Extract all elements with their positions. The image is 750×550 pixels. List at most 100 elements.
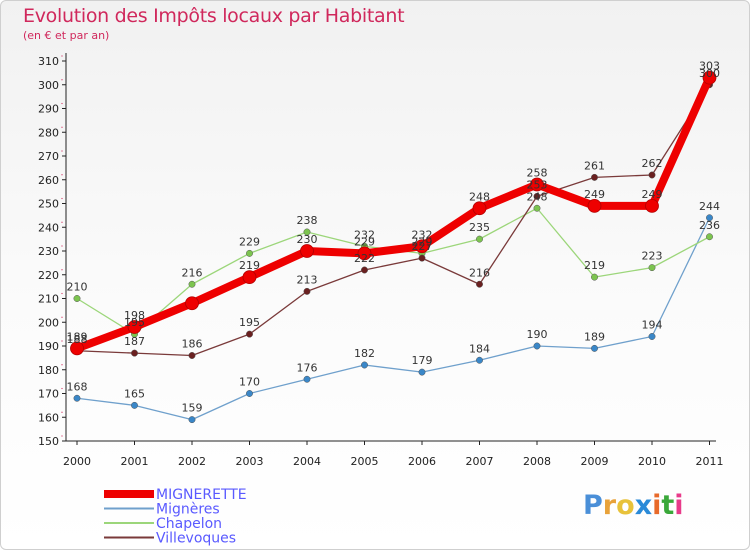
data-point [361,361,368,369]
x-tick-label: 2008 [523,455,551,468]
data-point [242,270,257,285]
data-point [188,416,196,424]
data-point [476,235,483,243]
data-label: 182 [354,347,375,360]
y-tick-label: 250 [38,198,59,211]
y-minor-dot [61,221,63,223]
data-label: 213 [297,273,318,286]
y-tick-label: 300 [38,79,59,92]
data-point [472,201,487,216]
y-tick-label: 170 [38,388,59,401]
y-minor-dot [61,55,63,57]
data-label: 216 [182,266,203,279]
chart-title: Evolution des Impôts locaux par Habitant [23,5,405,27]
data-label: 219 [584,259,605,272]
data-label: 230 [297,233,318,246]
y-tick-label: 270 [38,150,59,163]
legend-label: Mignères [156,502,220,518]
data-point [303,287,311,295]
data-label: 249 [584,188,605,201]
x-tick-label: 2002 [178,455,206,468]
y-minor-dot [61,197,63,200]
y-minor-dot [61,387,63,390]
data-point [185,296,199,311]
data-label: 262 [642,157,663,170]
y-minor-dot [61,245,63,247]
data-point [303,375,311,383]
legend-label: Chapelon [156,516,222,532]
data-point [706,214,713,222]
legend-label: MIGNERETTE [156,487,247,503]
data-point [533,342,541,350]
x-tick-label: 2007 [466,455,494,468]
data-point [188,280,196,288]
y-minor-dot [61,269,63,271]
data-label: 222 [354,252,375,265]
x-tick-label: 2004 [293,455,321,468]
y-minor-dot [61,150,63,152]
data-label: 249 [642,188,663,201]
data-label: 229 [354,235,375,248]
data-label: 195 [239,316,260,329]
data-point [533,204,541,212]
data-point [587,198,602,213]
data-label: 165 [124,387,145,400]
data-label: 236 [699,219,720,232]
data-label: 184 [469,342,490,355]
y-tick-label: 260 [38,174,59,187]
data-label: 248 [469,190,490,203]
y-tick-label: 180 [38,364,59,377]
data-label: 170 [239,376,260,389]
data-point [418,368,426,376]
legend-label: Villevoques [156,531,236,547]
y-minor-dot [61,292,63,295]
data-point [415,239,429,254]
y-minor-dot [61,411,63,413]
data-point [246,390,253,397]
data-label: 198 [124,309,145,322]
logo-letter: i [674,490,684,521]
x-tick-label: 2009 [581,455,609,468]
y-minor-dot [61,340,63,342]
data-point [131,349,138,357]
proxiti-logo: Proxiti [583,490,684,521]
data-labels: 168 165 159 170 176 182 179 184 190 189 194 244 210 1… [67,60,721,415]
data-label: 303 [699,60,720,73]
data-label: 229 [412,235,433,248]
x-tick-label: 2006 [408,455,436,468]
data-label: 187 [124,335,145,348]
data-point [702,70,717,85]
data-point [530,177,544,192]
data-point [476,356,483,364]
data-label: 188 [67,333,88,346]
data-label: 244 [699,200,720,213]
data-point [648,264,656,272]
data-point [591,344,598,352]
x-tick-label: 2000 [63,455,91,468]
data-point [131,401,138,409]
data-label: 176 [297,361,318,374]
data-label: 227 [412,240,433,253]
data-point [645,198,659,213]
series-layer [70,70,717,424]
y-tick-label: 280 [38,126,59,139]
series-line-mignères [76,217,711,421]
logo-letter: P [583,490,603,521]
data-label: 189 [67,330,88,343]
data-point [591,173,598,181]
y-minor-dot [61,435,63,437]
data-point [476,280,483,288]
data-label: 210 [67,281,88,294]
data-label: 179 [412,354,433,367]
y-minor-dot [61,364,63,366]
data-point [591,273,598,281]
data-label: 258 [527,167,548,180]
y-minor-dot [61,126,63,128]
data-point [188,352,196,359]
y-tick-label: 160 [38,411,59,424]
data-label: 194 [642,319,663,332]
logo-letter: t [661,490,675,521]
data-label: 223 [642,250,663,263]
